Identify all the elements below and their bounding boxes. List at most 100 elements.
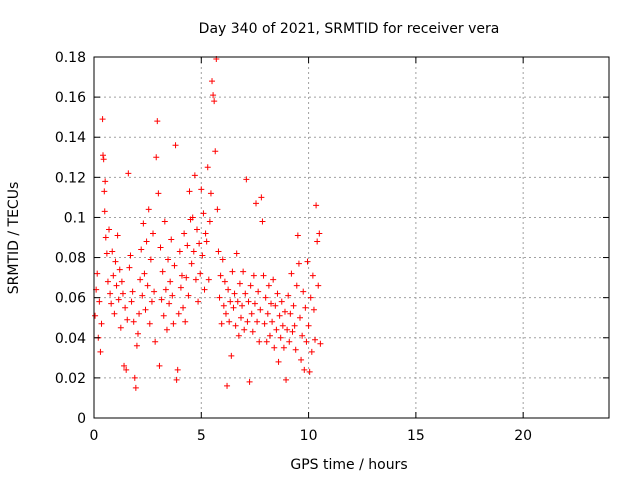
data-point xyxy=(245,298,252,305)
data-point xyxy=(209,78,216,85)
data-point xyxy=(214,206,221,213)
y-tick-label: 0.04 xyxy=(55,331,86,347)
data-point xyxy=(241,326,248,333)
data-point xyxy=(102,234,109,241)
data-point xyxy=(150,230,157,237)
data-point xyxy=(151,288,158,295)
data-point xyxy=(113,282,120,289)
data-point xyxy=(244,318,251,325)
data-point xyxy=(312,336,319,343)
data-point xyxy=(300,288,307,295)
data-point xyxy=(289,328,296,335)
data-point xyxy=(215,248,222,255)
data-point xyxy=(256,338,263,345)
data-point xyxy=(178,272,185,279)
data-point xyxy=(100,152,107,159)
data-point xyxy=(185,292,192,299)
axis-ticks xyxy=(93,56,609,419)
data-point xyxy=(278,298,285,305)
x-tick-label: 0 xyxy=(90,428,99,444)
data-point xyxy=(148,298,155,305)
y-tick-label: 0.02 xyxy=(55,371,86,387)
y-tick-label: 0.18 xyxy=(55,50,86,66)
data-point xyxy=(104,278,111,285)
data-point xyxy=(172,142,179,149)
data-point xyxy=(153,154,160,161)
data-point xyxy=(254,318,261,325)
data-point xyxy=(279,322,286,329)
data-point xyxy=(94,270,101,277)
data-point xyxy=(101,208,108,215)
data-point xyxy=(220,302,227,309)
data-point xyxy=(248,310,255,317)
data-point xyxy=(301,366,308,373)
data-point xyxy=(243,176,250,183)
data-point xyxy=(316,230,323,237)
data-point xyxy=(201,286,208,293)
x-tick-label: 20 xyxy=(514,428,532,444)
data-point xyxy=(317,340,324,347)
data-point xyxy=(190,248,197,255)
data-point xyxy=(274,290,281,297)
data-point xyxy=(242,290,249,297)
data-point xyxy=(291,322,298,329)
data-point xyxy=(123,366,130,373)
data-point xyxy=(212,148,219,155)
chart-title: Day 340 of 2021, SRMTID for receiver ver… xyxy=(199,21,500,37)
data-point xyxy=(177,284,184,291)
data-point xyxy=(189,214,196,221)
y-axis-title: SRMTID / TECUs xyxy=(6,182,22,295)
data-point xyxy=(202,230,209,237)
data-point xyxy=(197,270,204,277)
data-point xyxy=(275,358,282,365)
data-point xyxy=(305,322,312,329)
data-point xyxy=(132,384,139,391)
data-point xyxy=(173,376,180,383)
data-point xyxy=(162,286,169,293)
data-point xyxy=(121,362,128,369)
data-point xyxy=(235,332,242,339)
data-point xyxy=(231,290,238,297)
data-point xyxy=(154,118,161,125)
data-point xyxy=(188,260,195,267)
data-point xyxy=(168,236,175,243)
data-point xyxy=(145,206,152,213)
data-point xyxy=(156,362,163,369)
data-point xyxy=(239,302,246,309)
data-point xyxy=(264,310,271,317)
data-point xyxy=(98,320,105,327)
data-point xyxy=(211,98,218,105)
data-point xyxy=(210,92,217,99)
data-point xyxy=(155,190,162,197)
data-point xyxy=(251,300,258,307)
data-point xyxy=(236,280,243,287)
data-point xyxy=(191,172,198,179)
data-point xyxy=(169,292,176,299)
data-point xyxy=(147,256,154,263)
data-point xyxy=(195,298,202,305)
data-point xyxy=(262,294,269,301)
data-point xyxy=(163,326,170,333)
data-point xyxy=(276,312,283,319)
data-point xyxy=(181,230,188,237)
data-point xyxy=(144,282,151,289)
data-point xyxy=(166,300,173,307)
data-point xyxy=(116,266,123,273)
y-tick-label: 0.06 xyxy=(55,291,86,307)
data-point xyxy=(126,264,133,271)
data-point xyxy=(203,238,210,245)
data-point xyxy=(221,278,228,285)
data-point xyxy=(261,320,268,327)
data-point xyxy=(118,278,125,285)
data-point xyxy=(225,286,232,293)
data-point xyxy=(137,276,144,283)
data-point xyxy=(106,226,113,233)
data-point xyxy=(257,306,264,313)
data-point xyxy=(102,178,109,185)
data-point xyxy=(233,250,240,257)
data-point xyxy=(100,156,107,163)
data-point xyxy=(142,306,149,313)
data-point xyxy=(294,232,301,239)
data-point xyxy=(228,352,235,359)
data-point xyxy=(171,262,178,269)
